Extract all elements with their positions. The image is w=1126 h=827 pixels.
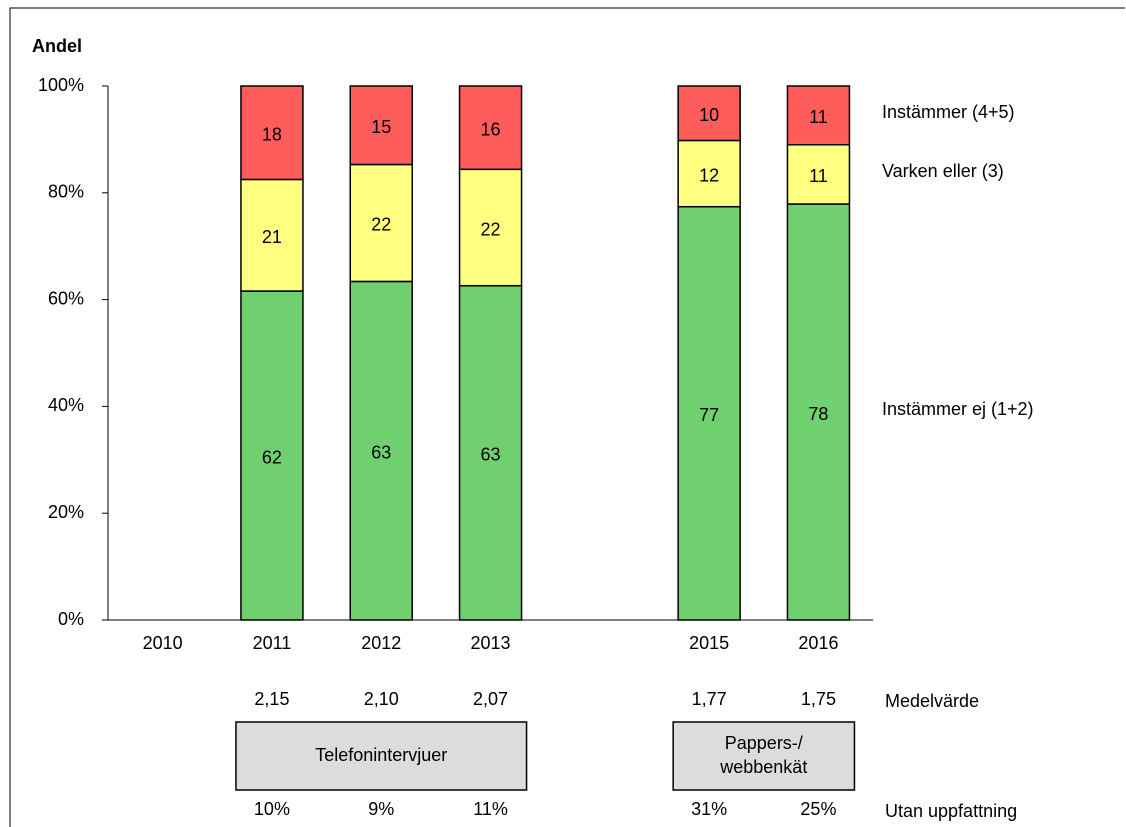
bar-segment (677, 85, 741, 142)
data-label: 10 (699, 105, 719, 125)
data-label: 21 (262, 227, 282, 247)
bar-segment (240, 290, 304, 621)
y-tick-label: 80% (48, 182, 84, 202)
group-label: Pappers-/ (725, 733, 803, 753)
row-value: 2,07 (473, 689, 508, 709)
row-value: 11% (473, 799, 508, 819)
row-label: Medelvärde (885, 691, 979, 711)
y-tick-label: 0% (58, 609, 84, 629)
data-label: 15 (371, 117, 391, 137)
data-label: 63 (371, 442, 391, 462)
data-label: 11 (809, 107, 828, 127)
group-label: webbenkät (719, 757, 807, 777)
frame (9, 7, 1125, 827)
data-label: 63 (481, 445, 501, 465)
bar-segment (349, 85, 413, 166)
bar-segment (240, 85, 304, 181)
y-tick-label: 100% (38, 75, 84, 95)
x-tick-label: 2010 (143, 633, 183, 653)
y-tick-label: 60% (48, 288, 84, 308)
bar-segment (786, 85, 851, 146)
row-value: 1,77 (692, 689, 727, 709)
bar-segment (677, 205, 741, 621)
x-tick-label: 2016 (798, 633, 838, 653)
x-tick-label: 2012 (361, 633, 401, 653)
x-tick-label: 2011 (253, 633, 292, 653)
data-label: 22 (371, 215, 391, 235)
legend-label: Varken eller (3) (882, 161, 1004, 181)
group-box (235, 721, 528, 791)
data-label: 11 (809, 166, 828, 186)
row-value: 9% (368, 799, 394, 819)
y-tick-label: 20% (48, 502, 84, 522)
row-value: 1,75 (801, 689, 836, 709)
row-label: Utan uppfattning (885, 801, 1017, 821)
bar-segment (458, 85, 523, 171)
bar-segment (349, 280, 413, 621)
row-value: 31% (691, 799, 727, 819)
data-label: 18 (262, 124, 282, 144)
data-label: 62 (262, 447, 282, 467)
x-tick-label: 2015 (689, 633, 729, 653)
legend-label: Instämmer ej (1+2) (882, 399, 1034, 419)
x-tick-label: 2013 (471, 633, 511, 653)
data-label: 22 (481, 219, 501, 239)
bar-segment (349, 163, 413, 283)
data-label: 16 (481, 119, 501, 139)
group-label: Telefonintervjuer (315, 745, 447, 765)
data-label: 12 (699, 165, 719, 185)
bar-segment (786, 203, 851, 621)
group-box (672, 721, 856, 791)
legend-label: Instämmer (4+5) (882, 102, 1015, 122)
y-tick-label: 40% (48, 395, 84, 415)
row-value: 25% (800, 799, 836, 819)
bar-segment (240, 178, 304, 292)
row-value: 2,10 (364, 689, 399, 709)
bar-segment (458, 168, 523, 287)
row-value: 2,15 (254, 689, 289, 709)
y-axis-title: Andel (32, 36, 82, 56)
data-label: 77 (699, 405, 719, 425)
row-value: 10% (254, 799, 290, 819)
bar-segment (786, 143, 851, 205)
data-label: 78 (808, 404, 828, 424)
